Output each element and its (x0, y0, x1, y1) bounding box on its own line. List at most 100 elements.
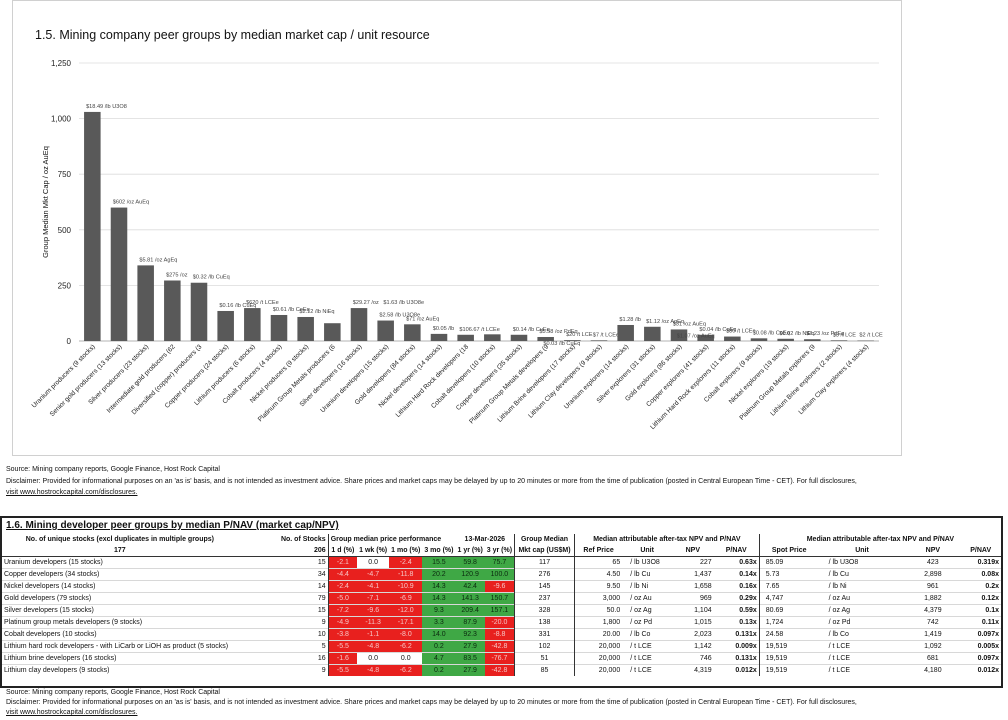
bar-data-label: $1.12 /oz AgEq (646, 319, 684, 325)
bar (484, 334, 501, 341)
row-spot-unit: / lb U3O8 (828, 559, 859, 566)
table-row: Copper developers (34 stocks) 34 -4.4 -4.7-… (2, 568, 1001, 581)
bar (297, 316, 314, 341)
row-ref-pnav: 0.14x (739, 571, 757, 578)
row-perf-cell: 0.0 (357, 556, 390, 569)
row-ref-npv: 1,437 (694, 571, 712, 578)
bar-data-label: $0.04 /lb CuEq (699, 327, 736, 333)
row-ref-npv: 746 (699, 655, 712, 662)
row-spot-pnav: 0.319x (977, 559, 999, 566)
row-perf-cell: 14.0 (422, 628, 456, 641)
row-group-name: Copper developers (34 stocks) (4, 571, 100, 578)
row-ref-unit: / lb Ni (630, 583, 649, 590)
row-perf-cell: 87.9 (455, 616, 485, 629)
bar (510, 334, 528, 341)
row-group-name: Gold developers (79 stocks) (4, 595, 92, 602)
bar-data-label: $0.14 /lb CuEq (513, 327, 550, 333)
row-mktcap: 85 (514, 664, 575, 676)
table-row: Lithium clay developers (9 stocks) 9 -5.5-… (2, 664, 1001, 676)
chart-disclosures-link[interactable]: visit www.hostrockcapital.com/disclosure… (6, 489, 138, 496)
bar (164, 280, 181, 341)
row-perf-cell: -11.8 (389, 568, 423, 581)
row-ref-price: 20,000 (573, 652, 623, 665)
row-spot-unit: / oz Au (828, 595, 851, 602)
table-row: Silver developers (15 stocks) 15 -7.2 -9.6-… (2, 604, 1001, 617)
bar (350, 308, 368, 341)
y-tick-label: 1,000 (51, 115, 72, 124)
ref-col-header: NPV (672, 545, 714, 557)
row-stock-count: 10 (317, 631, 326, 638)
bar (670, 329, 688, 341)
row-spot-pnav: 0.08x (981, 571, 999, 578)
row-spot-unit: / lb Cu (828, 571, 849, 578)
row-ref-price: 50.0 (573, 604, 623, 617)
row-group-name: Nickel developers (14 stocks) (4, 583, 96, 590)
row-ref-price: 4.50 (573, 568, 623, 581)
row-group-name: Uranium developers (15 stocks) (4, 559, 103, 566)
table-source-note: Source: Mining company reports, Google F… (6, 689, 220, 696)
row-stock-count: 9 (321, 667, 326, 674)
spot-col-header: P/NAV (960, 545, 1001, 557)
bar (457, 334, 474, 341)
row-perf-cell: -1.6 (327, 652, 358, 665)
row-ref-price: 20,000 (573, 640, 623, 653)
bar (324, 323, 341, 341)
row-ref-unit: / oz Pd (630, 619, 653, 626)
row-spot-unit: / lb Ni (828, 583, 847, 590)
row-group-name: Cobalt developers (10 stocks) (4, 631, 97, 638)
row-perf-cell: -1.1 (357, 628, 390, 641)
row-ref-price: 9.50 (573, 580, 623, 593)
row-spot-unit: / oz Ag (828, 607, 851, 614)
row-perf-cell: -9.6 (484, 580, 515, 593)
bar-data-label: $0.02 /lb NiEq (779, 331, 814, 337)
row-spot-pnav: 0.11x (981, 619, 999, 626)
row-spot-pnav: 0.005x (977, 643, 999, 650)
table-disclosures-link[interactable]: visit www.hostrockcapital.com/disclosure… (6, 709, 138, 716)
row-spot-price: 7.65 (758, 580, 819, 593)
row-ref-price: 65 (573, 556, 623, 569)
row-perf-cell: -4.8 (357, 664, 390, 676)
row-perf-cell: 209.4 (455, 604, 485, 617)
row-spot-price: 5.73 (758, 568, 819, 581)
row-ref-npv: 2,023 (694, 631, 712, 638)
row-spot-npv: 423 (927, 559, 939, 566)
row-perf-cell: -76.7 (484, 652, 515, 665)
row-perf-cell: 14.3 (422, 592, 456, 605)
row-mktcap: 276 (514, 568, 575, 581)
row-group-name: Lithium brine developers (16 stocks) (4, 655, 117, 662)
row-perf-cell: 157.1 (484, 604, 515, 617)
ref-npv-header: Median attributable after-tax NPV and P/… (573, 534, 760, 545)
bar (217, 310, 234, 341)
row-perf-cell: -20.0 (484, 616, 515, 629)
row-ref-unit: / t LCE (630, 667, 652, 674)
row-perf-cell: 27.9 (455, 640, 485, 653)
y-tick-label: 0 (67, 337, 72, 346)
row-spot-unit: / t LCE (828, 667, 851, 674)
chart-disclaimer: Disclaimer: Provided for informational p… (6, 478, 857, 485)
bar (564, 340, 581, 341)
row-spot-unit: / oz Pd (828, 619, 851, 626)
row-spot-pnav: 0.2x (985, 583, 999, 590)
chart-panel: 1.5. Mining company peer groups by media… (12, 0, 902, 456)
row-stock-count: 14 (317, 583, 326, 590)
row-ref-price: 20.00 (573, 628, 623, 641)
row-perf-cell: -7.1 (357, 592, 390, 605)
unique-stocks-label: No. of unique stocks (excl duplicates in… (25, 536, 214, 543)
row-spot-npv: 1,419 (924, 631, 942, 638)
row-ref-pnav: 0.131x (735, 631, 757, 638)
row-perf-cell: -4.7 (357, 568, 390, 581)
table-body: Uranium developers (15 stocks) 15 -2.1 0.0-… (2, 556, 1001, 676)
bar (750, 338, 768, 341)
y-tick-label: 1,250 (51, 59, 72, 68)
row-stock-count: 9 (321, 619, 326, 626)
bar (110, 207, 128, 341)
row-perf-cell: 15.5 (422, 556, 456, 569)
row-stock-count: 15 (317, 607, 326, 614)
bar-data-label: $0.08 /lb CoEq (753, 330, 790, 336)
row-perf-cell: -9.6 (357, 604, 390, 617)
row-perf-cell: -2.1 (327, 556, 358, 569)
perf-col-header: 1 wk (%) (357, 545, 390, 557)
bar (190, 282, 208, 341)
row-perf-cell: -5.5 (327, 664, 358, 676)
bar-data-label: $0.16 /lb CuEq (219, 303, 256, 309)
